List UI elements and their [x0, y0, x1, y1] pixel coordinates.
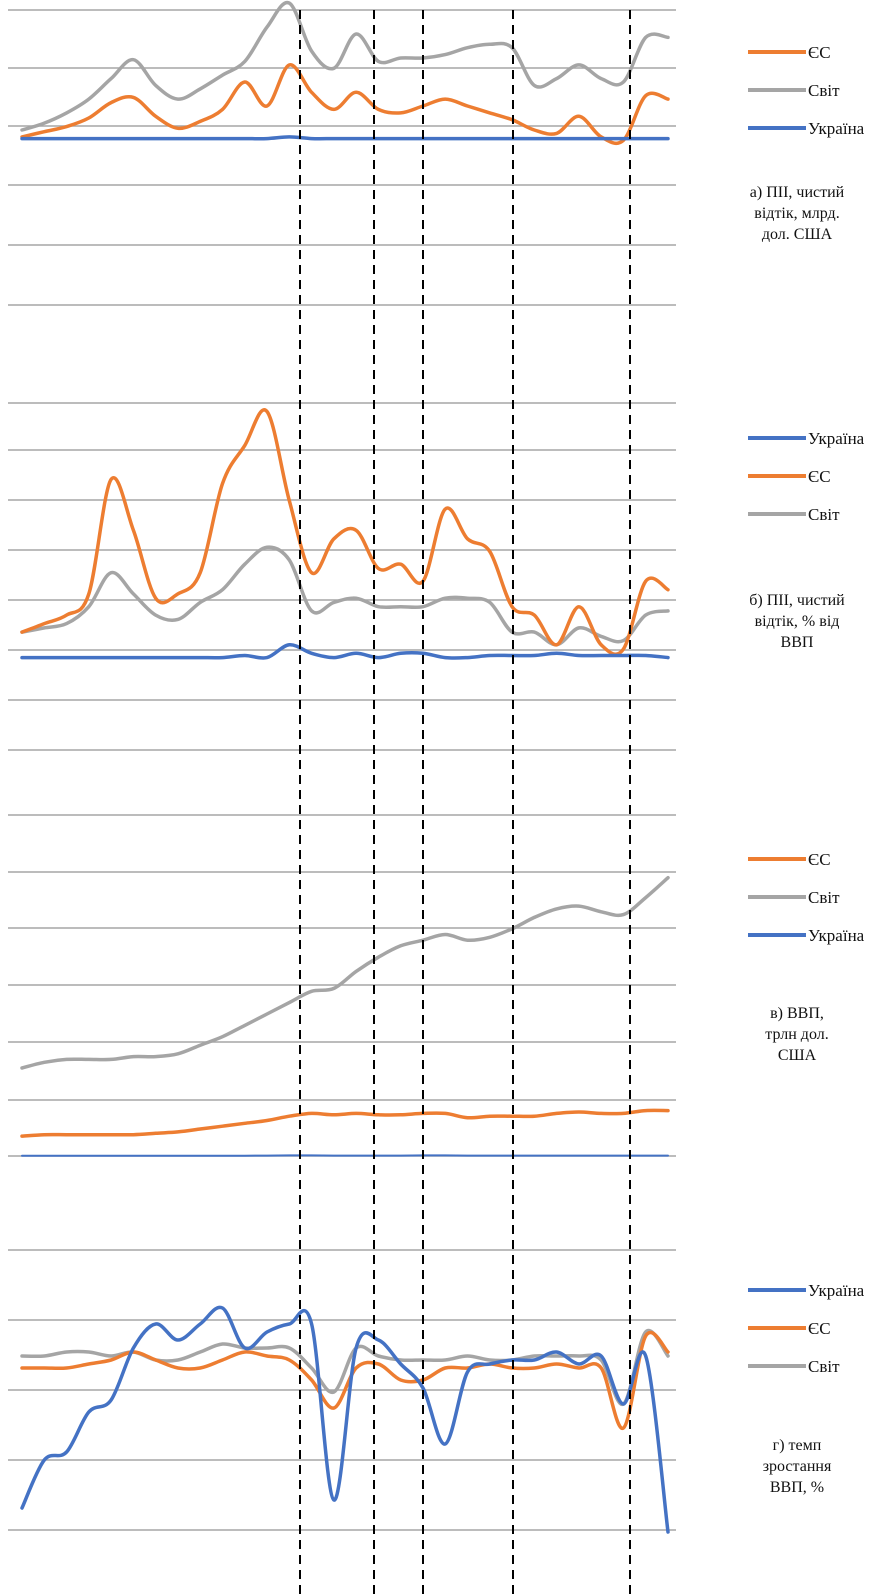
caption-a-line-1: а) ПІІ, чистий: [749, 184, 845, 201]
caption-d-line-2: зростання: [762, 1458, 832, 1475]
caption-b-line-1: б) ПІІ, чистий: [749, 592, 845, 609]
caption-b-line-2: відтік, % від: [754, 613, 840, 630]
caption-b: б) ПІІ, чистий відтік, % від ВВП: [722, 590, 872, 653]
legend-label-c-2: Україна: [808, 926, 865, 945]
caption-c-line-2: трлн дол.: [765, 1026, 829, 1043]
caption-a-line-2: відтік, млрд.: [754, 205, 840, 222]
legend-label-a-0: ЄС: [808, 43, 831, 62]
series-line-c-world: [20, 875, 670, 1070]
caption-c-line-3: США: [777, 1047, 817, 1064]
legend-label-a-2: Україна: [808, 119, 865, 138]
series-line-b-eu: [20, 408, 670, 657]
legend-label-b-2: Світ: [808, 505, 840, 524]
series-line-b-world: [20, 545, 670, 647]
caption-a-line-3: дол. США: [761, 226, 833, 243]
series-line-a-world: [20, 0, 670, 132]
series-line-d-ukraine: [20, 1305, 670, 1534]
dashed-event-lines: [299, 10, 631, 1594]
caption-a: а) ПІІ, чистий відтік, млрд. дол. США: [722, 182, 872, 245]
caption-d-line-3: ВВП, %: [769, 1479, 825, 1496]
series-line-a-eu: [20, 63, 670, 146]
caption-b-line-3: ВВП: [780, 634, 814, 651]
caption-d: г) темп зростання ВВП, %: [722, 1435, 872, 1498]
series-line-a-ukraine: [20, 135, 670, 141]
legend-label-d-2: Світ: [808, 1357, 840, 1376]
legends: ЄС Світ Україна Україна ЄС Світ ЄС Світ Україна У…: [748, 43, 865, 1376]
legend-label-a-1: Світ: [808, 81, 840, 100]
legend-label-d-0: Україна: [808, 1281, 865, 1300]
caption-c: в) ВВП, трлн дол. США: [722, 1003, 872, 1066]
legend-label-c-0: ЄС: [808, 850, 831, 869]
caption-c-line-1: в) ВВП,: [770, 1005, 824, 1022]
series-lines: [20, 0, 670, 1534]
legend-label-c-1: Світ: [808, 888, 840, 907]
legend-label-d-1: ЄС: [808, 1319, 831, 1338]
series-line-b-ukraine: [20, 643, 670, 660]
legend-label-b-0: Україна: [808, 429, 865, 448]
legend-label-b-1: ЄС: [808, 467, 831, 486]
caption-d-line-1: г) темп: [772, 1437, 822, 1454]
series-line-c-eu: [20, 1108, 670, 1138]
gridlines: [8, 9, 676, 1531]
